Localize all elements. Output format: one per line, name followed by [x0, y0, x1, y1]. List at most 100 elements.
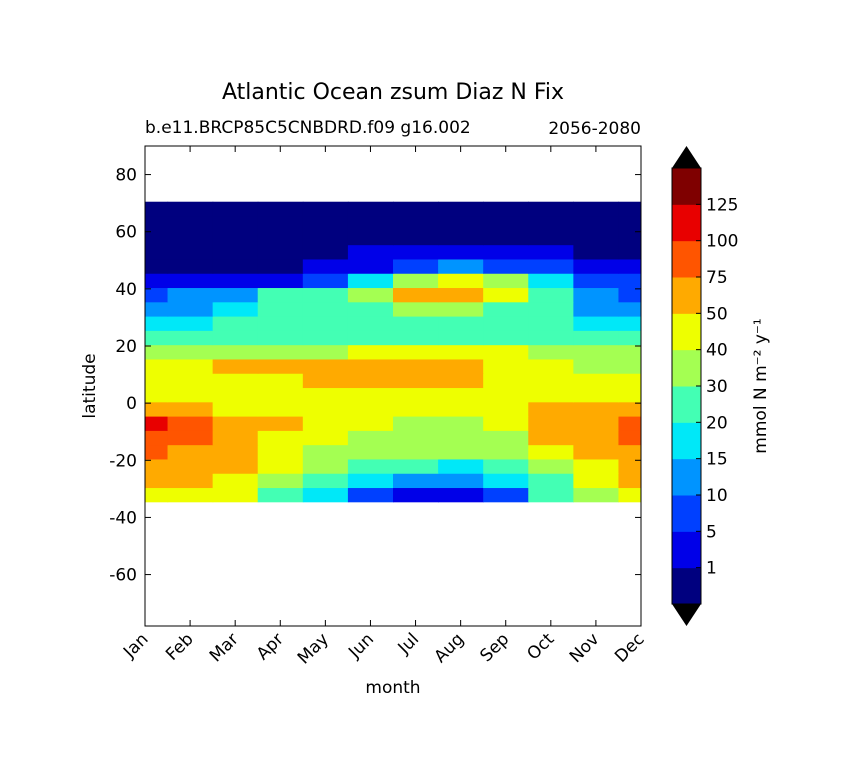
contour-cell [438, 201, 484, 217]
colorbar-tick-label: 5 [706, 522, 717, 542]
contour-cell [212, 358, 259, 374]
contour-cell [573, 301, 620, 317]
contour-cell [573, 344, 620, 360]
contour-field [145, 201, 641, 503]
contour-cell [212, 373, 259, 389]
contour-cell [167, 258, 214, 274]
contour-cell [212, 444, 259, 460]
contour-cell [302, 301, 349, 317]
contour-cell [393, 201, 439, 217]
contour-cell [618, 358, 641, 374]
contour-cell [618, 301, 641, 317]
contour-cell [212, 387, 259, 403]
contour-cell [528, 258, 574, 274]
contour-cell [302, 373, 349, 389]
contour-cell [528, 387, 574, 403]
contour-cell [528, 287, 574, 303]
contour-cell [212, 287, 259, 303]
contour-cell [257, 244, 304, 260]
contour-cell [483, 458, 529, 474]
contour-cell [393, 430, 439, 446]
contour-cell [347, 244, 394, 260]
y-tick-label: -60 [109, 566, 137, 586]
contour-cell [347, 258, 394, 274]
contour-cell [212, 316, 259, 331]
contour-cell [528, 401, 574, 417]
contour-cell [212, 401, 259, 417]
contour-cell [438, 416, 484, 431]
contour-cell [167, 201, 214, 217]
contour-cell [528, 416, 574, 431]
contour-cell [483, 358, 529, 374]
contour-cell [145, 473, 169, 489]
y-tick-label: 80 [115, 166, 137, 186]
contour-cell [145, 244, 169, 260]
contour-cell [167, 487, 214, 503]
colorbar-tick-label: 10 [706, 486, 728, 506]
contour-cell [483, 258, 529, 274]
contour-cell [573, 387, 620, 403]
contour-cell [347, 330, 394, 346]
contour-cell [618, 373, 641, 389]
colorbar-segment [672, 495, 701, 532]
contour-cell [302, 458, 349, 474]
contour-cell [618, 230, 641, 246]
contour-cell [618, 330, 641, 346]
contour-cell [145, 344, 169, 360]
contour-cell [528, 430, 574, 446]
colorbar-segment [672, 386, 701, 423]
contour-cell [167, 330, 214, 346]
contour-cell [145, 273, 169, 289]
contour-cell [347, 373, 394, 389]
contour-cell [302, 258, 349, 274]
contour-cell [618, 273, 641, 289]
contour-cell [483, 401, 529, 417]
contour-cell [438, 473, 484, 489]
contour-cell [257, 201, 304, 217]
contour-cell [483, 244, 529, 260]
contour-cell [438, 430, 484, 446]
contour-cell [347, 430, 394, 446]
contour-cell [302, 444, 349, 460]
contour-cell [347, 416, 394, 431]
contour-cell [438, 358, 484, 374]
contour-cell [438, 244, 484, 260]
contour-cell [145, 358, 169, 374]
contour-cell [347, 401, 394, 417]
contour-cell [302, 330, 349, 346]
contour-cell [167, 244, 214, 260]
colorbar-tick-label: 30 [706, 377, 728, 397]
contour-cell [257, 373, 304, 389]
contour-cell [257, 416, 304, 431]
contour-cell [257, 473, 304, 489]
contour-cell [347, 287, 394, 303]
contour-cell [347, 358, 394, 374]
colorbar-tick-label: 20 [706, 413, 728, 433]
contour-cell [257, 458, 304, 474]
contour-cell [438, 316, 484, 331]
contour-cell [145, 316, 169, 331]
contour-cell [145, 401, 169, 417]
contour-cell [483, 373, 529, 389]
colorbar-segment [672, 422, 701, 460]
contour-cell [167, 273, 214, 289]
contour-cell [618, 487, 641, 503]
contour-cell [347, 301, 394, 317]
contour-cell [438, 487, 484, 503]
contour-cell [167, 287, 214, 303]
colorbar-segment [672, 277, 701, 314]
contour-cell [212, 244, 259, 260]
colorbar-label: mmol N m⁻² y⁻¹ [751, 318, 771, 453]
contour-cell [573, 216, 620, 231]
contour-cell [145, 330, 169, 346]
contour-cell [618, 344, 641, 360]
x-axis-label: month [365, 678, 420, 698]
contour-cell [393, 244, 439, 260]
contour-cell [257, 401, 304, 417]
contour-cell [212, 487, 259, 503]
contour-cell [483, 330, 529, 346]
contour-cell [393, 316, 439, 331]
contour-cell [618, 316, 641, 331]
contour-cell [483, 216, 529, 231]
contour-cell [573, 244, 620, 260]
